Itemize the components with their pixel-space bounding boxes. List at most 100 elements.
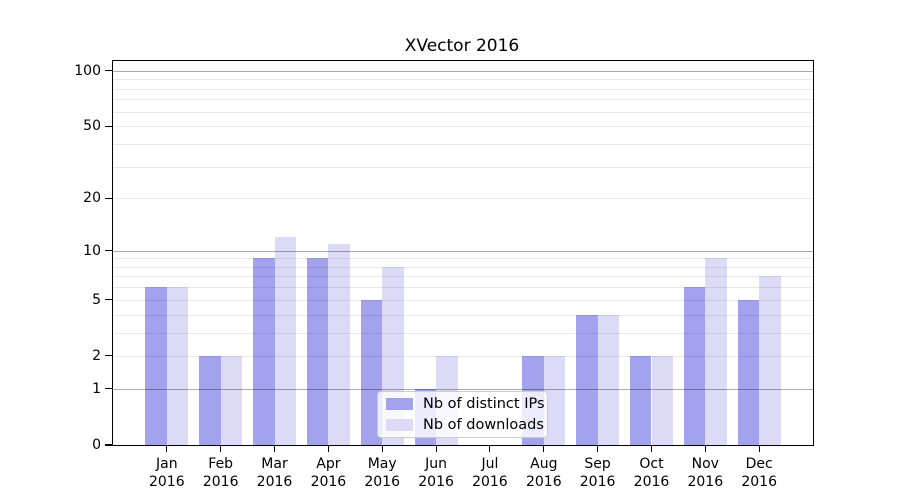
bar-downloads-jan — [166, 287, 189, 445]
chart-title: XVector 2016 — [404, 36, 520, 56]
y-axis-tick — [105, 125, 112, 127]
y-gridline-minor — [113, 111, 813, 113]
legend-label-distinct-ips: Nb of distinct IPs — [423, 396, 545, 412]
y-tick-label: 1 — [92, 380, 101, 397]
y-gridline-minor — [113, 355, 813, 357]
x-tick-label-month: Feb — [208, 456, 234, 472]
x-tick-label: Aug 2016 — [514, 455, 574, 491]
legend-label-downloads: Nb of downloads — [423, 417, 544, 433]
y-tick-label: 2 — [92, 347, 101, 364]
x-tick-label-year: 2016 — [202, 474, 239, 490]
bar-distinct-ips-oct — [629, 355, 652, 445]
legend-swatch-downloads-icon — [386, 419, 413, 431]
y-axis-tick — [105, 250, 112, 252]
y-axis-tick — [105, 70, 112, 72]
x-axis-tick — [327, 445, 329, 452]
legend: Nb of distinct IPs Nb of downloads — [377, 391, 548, 438]
x-tick-label: Jun 2016 — [406, 455, 466, 491]
bar-distinct-ips-dec — [737, 299, 760, 445]
legend-entry-distinct-ips: Nb of distinct IPs — [386, 396, 547, 412]
x-tick-label: Oct 2016 — [622, 455, 682, 491]
x-axis-tick — [597, 445, 599, 452]
y-tick-label: 10 — [83, 242, 101, 259]
bar-distinct-ips-sep — [576, 314, 598, 445]
y-tick-label: 5 — [92, 291, 101, 308]
y-gridline-minor — [113, 143, 813, 145]
x-tick-label: Jan 2016 — [137, 455, 197, 491]
x-axis-tick — [489, 445, 491, 452]
bar-distinct-ips-jan — [145, 287, 167, 445]
x-tick-label-year: 2016 — [418, 474, 454, 490]
x-tick-label-year: 2016 — [687, 474, 724, 490]
y-tick-label: 50 — [83, 118, 101, 135]
y-gridline-minor — [113, 99, 813, 101]
x-tick-label-year: 2016 — [633, 474, 670, 490]
x-tick-label: Mar 2016 — [245, 455, 305, 491]
x-tick-label-month: Jan — [156, 456, 178, 472]
x-tick-label-year: 2016 — [148, 474, 185, 490]
y-gridline-minor — [113, 166, 813, 168]
y-gridline-minor — [113, 287, 813, 289]
bar-distinct-ips-may — [360, 299, 383, 445]
y-gridline-major — [113, 388, 813, 390]
x-axis-tick — [273, 445, 276, 452]
y-axis-tick — [105, 388, 112, 390]
legend-entry-downloads: Nb of downloads — [386, 417, 547, 433]
bar-downloads-feb — [220, 355, 243, 445]
x-tick-label-year: 2016 — [472, 474, 508, 490]
x-tick-label: Sep 2016 — [568, 455, 628, 491]
bar-downloads-aug — [543, 355, 566, 445]
bar-downloads-dec — [759, 276, 781, 445]
y-gridline-major — [113, 250, 813, 252]
bar-downloads-apr — [328, 243, 350, 445]
x-tick-label-year: 2016 — [741, 474, 777, 490]
y-gridline-minor — [113, 299, 813, 301]
y-axis-tick — [105, 355, 112, 357]
x-tick-label-month: Jun — [425, 456, 448, 472]
y-gridline-minor — [113, 266, 813, 268]
y-gridline-minor — [113, 276, 813, 278]
y-gridline-minor — [113, 198, 813, 200]
bar-distinct-ips-mar — [253, 258, 275, 445]
bar-downloads-sep — [597, 314, 620, 445]
x-axis-tick — [381, 445, 383, 452]
plot-area: 0 1 2 5 10 20 50 100 Jan 2016 Feb 2016 Mar 2016 Apr 201… — [74, 60, 814, 490]
y-gridline-major — [113, 70, 813, 72]
x-tick-label-year: 2016 — [579, 474, 616, 490]
x-axis-tick — [543, 445, 545, 452]
y-tick-label: 20 — [83, 190, 101, 207]
y-axis-tick — [105, 444, 112, 446]
x-axis-tick — [650, 445, 653, 452]
x-tick-label-month: Apr — [316, 456, 341, 472]
y-gridline-minor — [113, 258, 813, 260]
x-tick-label-month: Oct — [639, 456, 664, 472]
x-tick-label: Dec 2016 — [729, 455, 789, 491]
x-axis-tick — [704, 445, 706, 452]
x-tick-label-month: May — [367, 456, 397, 472]
x-tick-label: Feb 2016 — [191, 455, 251, 491]
x-tick-label-year: 2016 — [525, 474, 562, 490]
y-gridline-minor — [113, 332, 813, 334]
bar-downloads-nov — [705, 258, 727, 445]
x-axis-tick — [166, 445, 168, 452]
x-axis-tick — [220, 445, 222, 452]
x-tick-label-month: Aug — [530, 456, 558, 472]
y-tick-label: 0 — [92, 437, 101, 453]
y-gridline-minor — [113, 314, 813, 316]
bar-distinct-ips-nov — [683, 287, 706, 445]
x-tick-label-month: Nov — [691, 456, 719, 472]
x-tick-label-month: Mar — [261, 456, 288, 472]
y-axis-tick — [105, 299, 112, 301]
bar-downloads-oct — [651, 355, 673, 445]
y-gridline-minor — [113, 126, 813, 128]
x-tick-label: Nov 2016 — [675, 455, 735, 491]
bar-distinct-ips-feb — [199, 355, 221, 445]
x-tick-label-year: 2016 — [256, 474, 293, 490]
y-axis-tick — [105, 197, 112, 199]
x-tick-label-year: 2016 — [364, 474, 400, 490]
x-tick-label-year: 2016 — [310, 474, 347, 490]
bar-downloads-mar — [274, 237, 296, 445]
x-axis-tick — [758, 445, 760, 452]
x-tick-label-month: Sep — [584, 456, 611, 472]
x-tick-label-month: Jul — [481, 456, 499, 472]
